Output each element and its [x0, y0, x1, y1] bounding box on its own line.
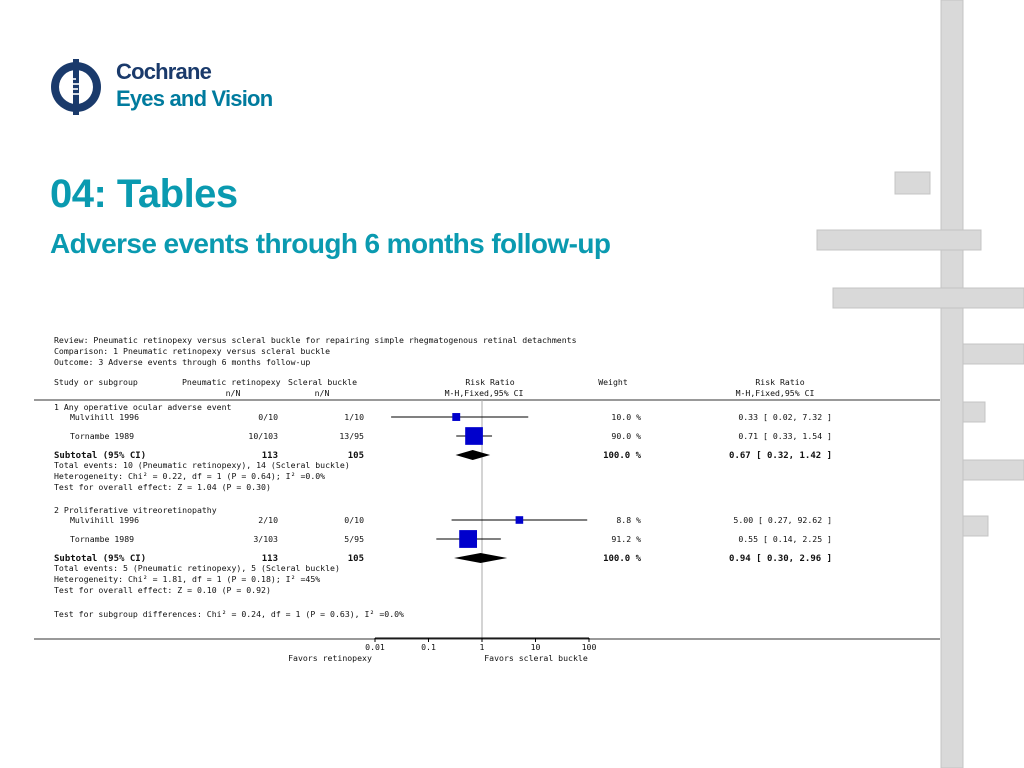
x-tick-label: 0.01 [365, 642, 385, 652]
col-rr-header: Risk Ratio [755, 377, 804, 387]
study-name: Mulvihill 1996 [70, 412, 139, 422]
subgroup-note: Heterogeneity: Chi² = 1.81, df = 1 (P = … [54, 574, 320, 584]
col-exp-header: Pneumatic retinopexy [182, 377, 281, 387]
logo-wordmark: Cochrane Eyes and Vision [116, 58, 273, 112]
subgroup-label: 1 Any operative ocular adverse event [54, 402, 232, 412]
subtotal-ci: 0.94 [ 0.30, 2.96 ] [729, 554, 832, 564]
study-ctrl-events: 0/10 [344, 515, 364, 525]
subgroup-label: 2 Proliferative vitreoretinopathy [54, 505, 217, 515]
study-exp-events: 0/10 [258, 412, 278, 422]
col-exp-sub-header: n/N [226, 388, 241, 398]
study-weight: 8.8 % [616, 515, 641, 525]
cochrane-logo: Cochrane Eyes and Vision [48, 56, 288, 120]
subtotal-diamond [455, 450, 491, 460]
favors-right-label: Favors scleral buckle [484, 653, 588, 663]
x-tick-label: 100 [582, 642, 597, 652]
study-name: Tornambe 1989 [70, 534, 134, 544]
subgroup-note: Test for overall effect: Z = 0.10 (P = 0… [54, 585, 271, 595]
x-tick-label: 10 [531, 642, 541, 652]
x-tick-label: 1 [480, 642, 485, 652]
col-weight-header: Weight [598, 377, 628, 387]
subtotal-ctrl-total: 105 [348, 554, 364, 564]
subtotal-ctrl-total: 105 [348, 451, 364, 461]
study-name: Tornambe 1989 [70, 431, 134, 441]
study-exp-events: 2/10 [258, 515, 278, 525]
study-weight: 10.0 % [611, 412, 641, 422]
col-ctrl-sub-header: n/N [315, 388, 330, 398]
study-ci: 0.33 [ 0.02, 7.32 ] [738, 412, 832, 422]
subtotal-label: Subtotal (95% CI) [54, 451, 146, 461]
subtotal-weight: 100.0 % [603, 451, 642, 461]
study-weight: 91.2 % [611, 534, 641, 544]
subtotal-label: Subtotal (95% CI) [54, 554, 146, 564]
logo-line-2: Eyes and Vision [116, 86, 273, 111]
col-effect-sub-header: M-H,Fixed,95% CI [445, 388, 524, 398]
slide-title: 04: Tables [50, 172, 238, 216]
subgroup-difference-test: Test for subgroup differences: Chi² = 0.… [54, 609, 404, 619]
col-study-header: Study or subgroup [54, 377, 138, 387]
study-ctrl-events: 1/10 [344, 412, 364, 422]
subgroup-note: Heterogeneity: Chi² = 0.22, df = 1 (P = … [54, 471, 325, 481]
subtotal-ci: 0.67 [ 0.32, 1.42 ] [729, 451, 832, 461]
study-marker [459, 530, 478, 548]
study-ci: 0.55 [ 0.14, 2.25 ] [738, 534, 832, 544]
study-weight: 90.0 % [611, 431, 641, 441]
subtotal-exp-total: 113 [262, 451, 278, 461]
study-name: Mulvihill 1996 [70, 515, 139, 525]
outcome-label: Outcome: 3 Adverse events through 6 mont… [54, 357, 310, 367]
x-tick-label: 0.1 [421, 642, 436, 652]
study-marker [452, 413, 461, 421]
study-ci: 0.71 [ 0.33, 1.54 ] [738, 431, 832, 441]
study-ci: 5.00 [ 0.27, 92.62 ] [733, 515, 832, 525]
comparison-label: Comparison: 1 Pneumatic retinopexy versu… [54, 346, 330, 356]
subtotal-weight: 100.0 % [603, 554, 642, 564]
subgroup-note: Total events: 5 (Pneumatic retinopexy), … [54, 563, 340, 573]
cochrane-emblem-icon [51, 59, 101, 115]
slide-subtitle: Adverse events through 6 months follow-u… [50, 228, 611, 259]
subgroup-note: Total events: 10 (Pneumatic retinopexy),… [54, 460, 350, 470]
subgroup-note: Test for overall effect: Z = 1.04 (P = 0… [54, 482, 271, 492]
col-ctrl-header: Scleral buckle [288, 377, 357, 387]
favors-left-label: Favors retinopexy [288, 653, 372, 663]
review-label: Review: Pneumatic retinopexy versus scle… [54, 335, 577, 345]
subtotal-diamond [454, 553, 508, 563]
col-effect-header: Risk Ratio [465, 377, 514, 387]
logo-line-1: Cochrane [116, 59, 212, 84]
study-ctrl-events: 5/95 [344, 534, 364, 544]
study-marker [465, 427, 483, 445]
study-exp-events: 3/103 [253, 534, 278, 544]
study-marker [515, 516, 524, 524]
study-ctrl-events: 13/95 [339, 431, 364, 441]
study-exp-events: 10/103 [248, 431, 278, 441]
forest-plot: Review: Pneumatic retinopexy versus scle… [34, 335, 940, 663]
col-rr-sub-header: M-H,Fixed,95% CI [736, 388, 815, 398]
subtotal-exp-total: 113 [262, 554, 278, 564]
